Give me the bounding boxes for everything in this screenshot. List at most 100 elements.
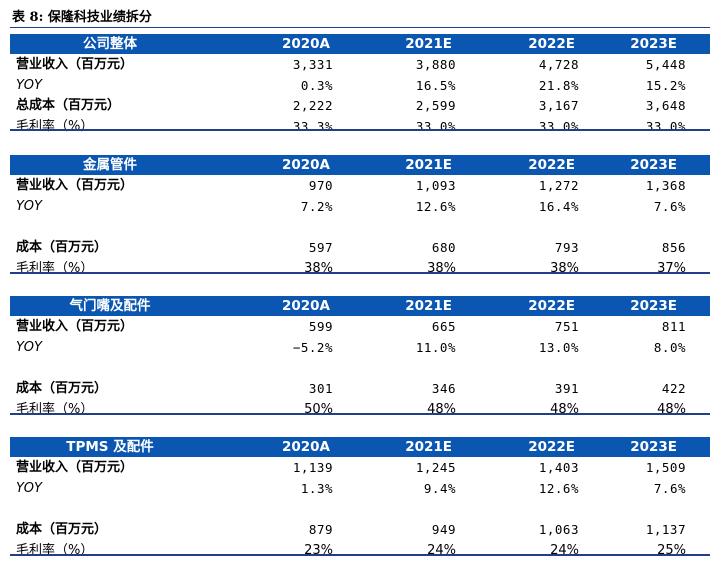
section-bottom-rule [10, 413, 710, 415]
value-cell: 12.6% [415, 199, 456, 214]
value-cell: 25% [657, 543, 686, 558]
row-label: 营业收入（百万元） [16, 178, 134, 193]
table-row: YOY 1.3% 9.4% 12.6% 7.6% [10, 479, 710, 499]
section-bottom-rule [10, 129, 710, 131]
value-cell: 9.4% [423, 481, 456, 496]
table-row: 成本（百万元） 879 949 1,063 1,137 [10, 520, 710, 540]
value-cell: −5.2% [292, 340, 333, 355]
value-cell: 16.4% [538, 199, 579, 214]
value-cell: 3,167 [538, 98, 579, 113]
table-row: YOY 0.3% 16.5% 21.8% 15.2% [10, 76, 710, 96]
year-header: 2021E [405, 298, 452, 314]
value-cell: 1,093 [415, 178, 456, 193]
table-row: YOY −5.2% 11.0% 13.0% 8.0% [10, 338, 710, 358]
year-header: 2023E [630, 36, 677, 52]
value-cell: 856 [661, 240, 686, 255]
value-cell: 301 [308, 381, 333, 396]
value-cell: 38% [550, 261, 579, 276]
year-header: 2022E [528, 157, 575, 173]
value-cell: 680 [431, 240, 456, 255]
value-cell: 1,403 [538, 460, 579, 475]
value-cell: 37% [657, 261, 686, 276]
year-header: 2020A [281, 439, 330, 455]
value-cell: 12.6% [538, 481, 579, 496]
year-header: 2022E [528, 36, 575, 52]
year-header: 2022E [528, 439, 575, 455]
value-cell: 48% [427, 402, 456, 417]
year-header: 2023E [630, 298, 677, 314]
value-cell: 48% [550, 402, 579, 417]
row-label: YOY [16, 481, 42, 496]
value-cell: 1.3% [300, 481, 333, 496]
value-cell: 38% [304, 261, 333, 276]
table-row: 毛利率（%） 23% 24% 24% 25% [10, 541, 710, 561]
value-cell: 665 [431, 319, 456, 334]
value-cell: 48% [657, 402, 686, 417]
value-cell: 599 [308, 319, 333, 334]
table-row: 营业收入（百万元） 970 1,093 1,272 1,368 [10, 176, 710, 196]
year-header: 2020A [281, 36, 330, 52]
value-cell: 422 [661, 381, 686, 396]
table-row: 营业收入（百万元） 599 665 751 811 [10, 317, 710, 337]
year-header: 2020A [281, 157, 330, 173]
year-header: 2021E [405, 439, 452, 455]
row-label: 营业收入（百万元） [16, 57, 134, 72]
row-label: 成本（百万元） [16, 240, 108, 255]
row-label: 营业收入（百万元） [16, 319, 134, 334]
value-cell: 2,222 [292, 98, 333, 113]
value-cell: 346 [431, 381, 456, 396]
value-cell: 1,063 [538, 522, 579, 537]
value-cell: 4,728 [538, 57, 579, 72]
year-header: 2021E [405, 157, 452, 173]
table-row: 成本（百万元） 597 680 793 856 [10, 238, 710, 258]
value-cell: 50% [304, 402, 333, 417]
value-cell: 16.5% [415, 78, 456, 93]
year-header: 2023E [630, 157, 677, 173]
value-cell: 1,245 [415, 460, 456, 475]
section-bottom-rule [10, 272, 710, 274]
value-cell: 7.2% [300, 199, 333, 214]
table-row: 毛利率（%） 38% 38% 38% 37% [10, 259, 710, 279]
row-label: YOY [16, 78, 42, 93]
table-row: 营业收入（百万元） 1,139 1,245 1,403 1,509 [10, 458, 710, 478]
value-cell: 33.3% [292, 119, 333, 134]
value-cell: 1,272 [538, 178, 579, 193]
value-cell: 23% [304, 543, 333, 558]
value-cell: 3,648 [645, 98, 686, 113]
value-cell: 21.8% [538, 78, 579, 93]
row-label: 毛利率（%） [16, 543, 94, 558]
value-cell: 2,599 [415, 98, 456, 113]
section-header: 公司整体 2020A 2021E 2022E 2023E [10, 34, 710, 54]
value-cell: 879 [308, 522, 333, 537]
value-cell: 8.0% [653, 340, 686, 355]
table-title: 表 8: 保隆科技业绩拆分 [12, 10, 152, 25]
row-label: 营业收入（百万元） [16, 460, 134, 475]
row-label: 成本（百万元） [16, 381, 108, 396]
section-header: 金属管件 2020A 2021E 2022E 2023E [10, 155, 710, 175]
value-cell: 751 [554, 319, 579, 334]
year-header: 2023E [630, 439, 677, 455]
row-label: 毛利率（%） [16, 261, 94, 276]
row-label: YOY [16, 340, 42, 355]
row-label: 毛利率（%） [16, 402, 94, 417]
value-cell: 949 [431, 522, 456, 537]
value-cell: 811 [661, 319, 686, 334]
row-label: 成本（百万元） [16, 522, 108, 537]
year-header: 2022E [528, 298, 575, 314]
value-cell: 33.0% [645, 119, 686, 134]
section-name: 金属管件 [83, 157, 137, 173]
value-cell: 3,331 [292, 57, 333, 72]
value-cell: 391 [554, 381, 579, 396]
table-row: 毛利率（%） 50% 48% 48% 48% [10, 400, 710, 420]
value-cell: 1,139 [292, 460, 333, 475]
section-name: TPMS 及配件 [66, 439, 154, 455]
value-cell: 3,880 [415, 57, 456, 72]
table-row: YOY 7.2% 12.6% 16.4% 7.6% [10, 197, 710, 217]
value-cell: 597 [308, 240, 333, 255]
value-cell: 0.3% [300, 78, 333, 93]
year-header: 2020A [281, 298, 330, 314]
section-header: TPMS 及配件 2020A 2021E 2022E 2023E [10, 437, 710, 457]
top-rule [10, 27, 710, 28]
value-cell: 11.0% [415, 340, 456, 355]
section-name: 气门嘴及配件 [69, 298, 151, 314]
